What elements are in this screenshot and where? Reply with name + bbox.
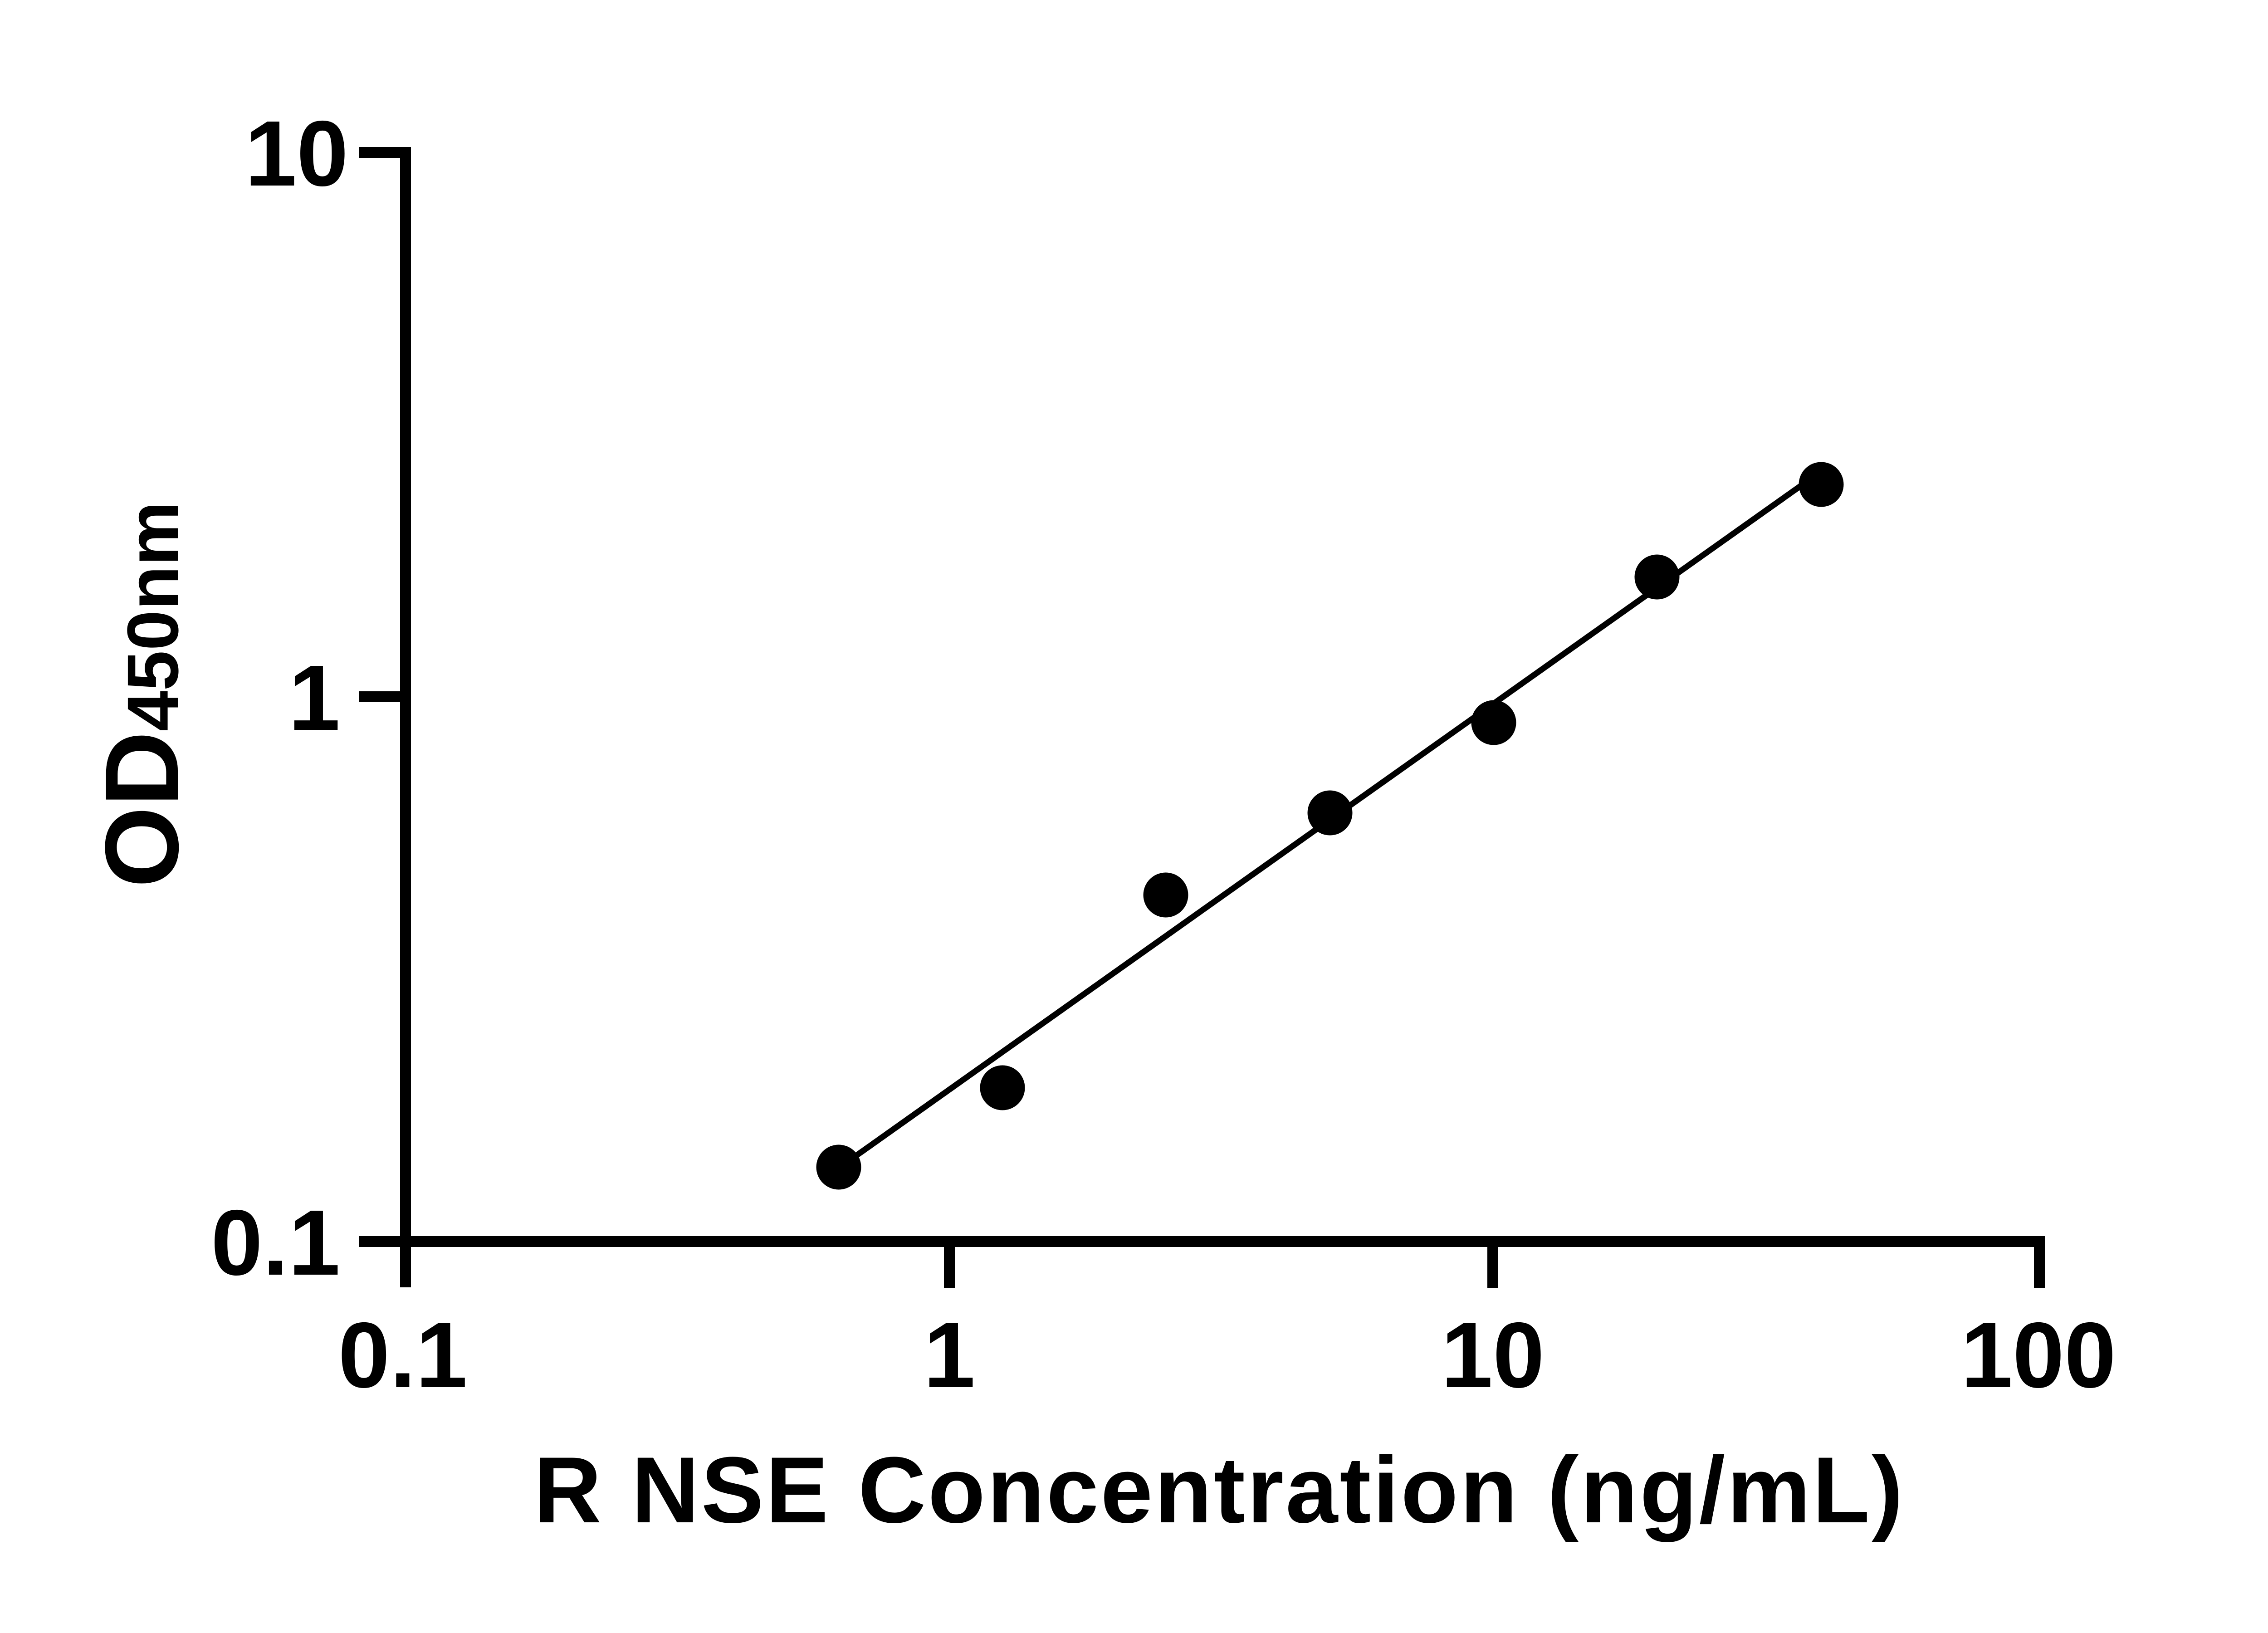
svg-text:100: 100 <box>1961 1303 2116 1407</box>
svg-text:1: 1 <box>924 1303 975 1407</box>
svg-text:0.1: 0.1 <box>338 1303 468 1407</box>
svg-text:R NSE Concentration (ng/mL): R NSE Concentration (ng/mL) <box>534 1437 1905 1542</box>
svg-text:OD450nm: OD450nm <box>83 501 200 888</box>
svg-text:0.1: 0.1 <box>211 1191 340 1295</box>
svg-text:10: 10 <box>1441 1303 1545 1407</box>
svg-text:1: 1 <box>288 646 340 750</box>
svg-text:10: 10 <box>245 102 348 205</box>
